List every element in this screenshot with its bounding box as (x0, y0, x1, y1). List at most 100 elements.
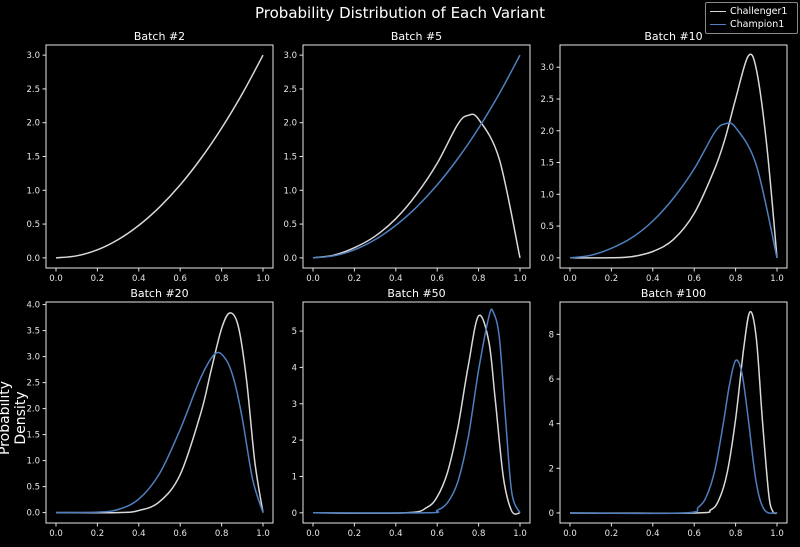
subplot-title: Batch #2 (134, 30, 185, 43)
y-tick-label: 5 (292, 327, 297, 337)
series-line-champion1 (569, 122, 778, 259)
x-tick-label: 0.6 (687, 529, 701, 539)
y-tick-label: 4 (549, 420, 554, 430)
x-tick-label: 1.0 (256, 529, 270, 539)
series-line-champion1 (55, 351, 264, 514)
legend-swatch-challenger (710, 11, 726, 12)
x-tick-label: 0.6 (430, 274, 444, 284)
subplot-frame (559, 44, 788, 269)
x-tick-label: 0.0 (49, 529, 63, 539)
subplot-2: Batch #5 0.0 0.2 0.4 0.6 0.8 1.0 0.0 0.5 1.0 1.5 2.… (283, 30, 531, 284)
y-tick-label: 6 (549, 375, 554, 385)
y-tick-label: 2.5 (26, 379, 40, 389)
x-tick-label: 0.0 (49, 274, 63, 284)
subplot-4: Batch #20 0.0 0.2 0.4 0.6 0.8 1.0 0.0 0.5 1.0 1.5 2… (26, 287, 274, 539)
subplot-frame (302, 44, 531, 269)
series-line-challenger1 (55, 312, 264, 514)
y-tick-label: 3.5 (26, 327, 40, 337)
y-tick-label: 2 (292, 436, 297, 446)
y-tick-label: 1.0 (26, 457, 40, 467)
y-tick-label: 0.5 (26, 483, 40, 493)
x-tick-label: 0.4 (646, 529, 660, 539)
series-line-champion1 (312, 54, 521, 259)
x-tick-label: 0.4 (132, 274, 146, 284)
y-tick-label: 0.0 (283, 254, 297, 264)
subplot-frame (559, 301, 788, 524)
series-line-challenger1 (312, 113, 521, 259)
x-tick-label: 0.6 (173, 274, 187, 284)
y-tick-label: 2.5 (26, 85, 40, 95)
x-tick-label: 0.8 (729, 529, 743, 539)
series-line-challenger1 (569, 311, 778, 515)
y-tick-label: 3.0 (283, 51, 297, 61)
x-tick-label: 0.8 (472, 529, 486, 539)
y-tick-label: 2.5 (283, 85, 297, 95)
subplot-frame (302, 301, 531, 524)
y-tick-label: 1 (292, 472, 297, 482)
x-tick-label: 0.6 (173, 529, 187, 539)
y-tick-label: 4 (292, 363, 297, 373)
subplot-title: Batch #100 (641, 287, 706, 300)
x-tick-label: 0.4 (389, 529, 403, 539)
legend-item-challenger: Challenger1 (710, 5, 787, 18)
y-tick-label: 1.5 (540, 159, 554, 169)
y-tick-label: 2.5 (540, 95, 554, 105)
subplot-title: Batch #5 (391, 30, 442, 43)
subplot-title: Batch #10 (644, 30, 702, 43)
x-tick-label: 0.4 (132, 529, 146, 539)
x-tick-label: 1.0 (770, 529, 784, 539)
y-tick-label: 0 (292, 509, 297, 519)
subplot-title: Batch #50 (387, 287, 445, 300)
x-tick-label: 0.6 (430, 529, 444, 539)
y-tick-label: 1.5 (26, 431, 40, 441)
series-line-challenger1 (55, 54, 264, 259)
y-tick-label: 1.0 (26, 186, 40, 196)
legend-swatch-champion (710, 24, 726, 25)
x-tick-label: 0.0 (306, 529, 320, 539)
subplot-frame (45, 44, 274, 269)
x-tick-label: 0.8 (215, 529, 229, 539)
x-tick-label: 1.0 (513, 529, 527, 539)
x-tick-label: 1.0 (770, 274, 784, 284)
y-tick-label: 3 (292, 400, 297, 410)
y-tick-label: 2 (549, 464, 554, 474)
legend-item-champion: Champion1 (710, 18, 784, 31)
y-tick-label: 0.0 (26, 254, 40, 264)
x-tick-label: 0.8 (215, 274, 229, 284)
y-tick-label: 0 (549, 509, 554, 519)
legend-label-champion: Champion1 (730, 19, 785, 30)
y-tick-label: 1.0 (283, 186, 297, 196)
x-tick-label: 0.6 (687, 274, 701, 284)
x-tick-label: 0.4 (646, 274, 660, 284)
x-tick-label: 0.8 (472, 274, 486, 284)
x-tick-label: 0.2 (91, 529, 105, 539)
y-tick-label: 0.0 (540, 254, 554, 264)
x-tick-label: 0.0 (563, 529, 577, 539)
y-tick-label: 3.0 (540, 63, 554, 73)
x-tick-label: 1.0 (256, 274, 270, 284)
x-tick-label: 0.2 (605, 274, 619, 284)
subplot-title: Batch #20 (130, 287, 188, 300)
legend-label-challenger: Challenger1 (730, 6, 788, 17)
y-tick-label: 4.0 (26, 301, 40, 311)
y-tick-label: 0.5 (26, 220, 40, 230)
subplot-1: Batch #2 0.0 0.2 0.4 0.6 0.8 1.0 0.0 0.5 1.0 1.5 2.… (26, 30, 274, 284)
x-tick-label: 0.0 (306, 274, 320, 284)
y-tick-label: 8 (549, 330, 554, 340)
y-tick-label: 0.0 (26, 509, 40, 519)
y-tick-label: 2.0 (283, 119, 297, 129)
subplot-5: Batch #50 0.0 0.2 0.4 0.6 0.8 1.0 0 1 2 3 4 5 (292, 287, 531, 539)
x-tick-label: 0.2 (348, 529, 362, 539)
y-tick-label: 2.0 (540, 127, 554, 137)
y-tick-label: 1.0 (540, 190, 554, 200)
y-tick-label: 1.5 (26, 153, 40, 163)
x-tick-label: 0.4 (389, 274, 403, 284)
y-tick-label: 2.0 (26, 119, 40, 129)
y-tick-label: 0.5 (283, 220, 297, 230)
subplot-3: Batch #10 0.0 0.2 0.4 0.6 0.8 1.0 0.0 0.5 1.0 1.5 2… (540, 30, 788, 284)
y-tick-label: 0.5 (540, 222, 554, 232)
y-tick-label: 1.5 (283, 153, 297, 163)
subplot-frame (45, 301, 274, 524)
x-tick-label: 1.0 (513, 274, 527, 284)
